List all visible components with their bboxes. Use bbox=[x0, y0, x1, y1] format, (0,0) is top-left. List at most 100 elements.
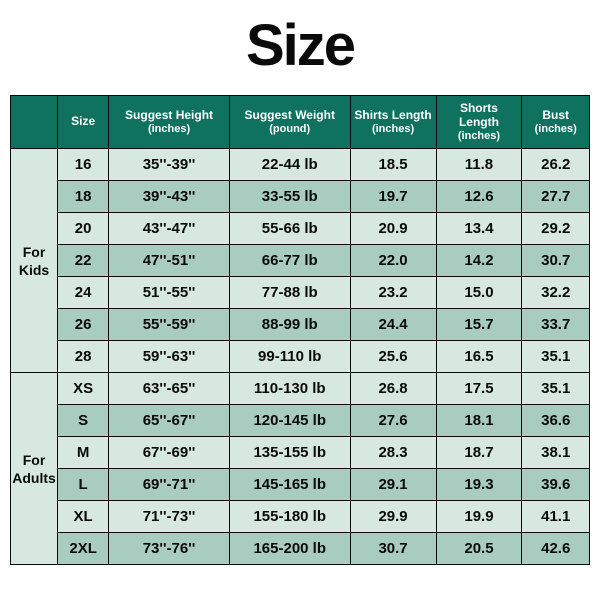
size-table-wrap: Size Suggest Height (inches) Suggest Wei… bbox=[10, 95, 590, 565]
cell-size: L bbox=[58, 469, 109, 501]
cell-weight: 55-66 lb bbox=[229, 213, 350, 245]
cell-bust: 36.6 bbox=[522, 405, 590, 437]
cell-size: M bbox=[58, 437, 109, 469]
cell-shirt: 27.6 bbox=[350, 405, 436, 437]
cell-bust: 29.2 bbox=[522, 213, 590, 245]
col-shorts-label: Shorts Length bbox=[459, 101, 499, 129]
col-size-label: Size bbox=[71, 114, 95, 128]
cell-weight: 99-110 lb bbox=[229, 341, 350, 373]
table-row: 1839''-43''33-55 lb19.712.627.7 bbox=[11, 181, 590, 213]
size-table: Size Suggest Height (inches) Suggest Wei… bbox=[10, 95, 590, 565]
cell-size: S bbox=[58, 405, 109, 437]
cell-height: 69''-71'' bbox=[109, 469, 230, 501]
col-weight-sub: (pound) bbox=[232, 123, 348, 136]
cell-size: XL bbox=[58, 501, 109, 533]
cell-height: 65''-67'' bbox=[109, 405, 230, 437]
cell-shirt: 26.8 bbox=[350, 373, 436, 405]
cell-weight: 120-145 lb bbox=[229, 405, 350, 437]
col-shirt: Shirts Length (inches) bbox=[350, 96, 436, 149]
col-size: Size bbox=[58, 96, 109, 149]
cell-size: 20 bbox=[58, 213, 109, 245]
cell-shorts: 15.0 bbox=[436, 277, 522, 309]
cell-bust: 30.7 bbox=[522, 245, 590, 277]
cell-size: 16 bbox=[58, 149, 109, 181]
cell-shorts: 12.6 bbox=[436, 181, 522, 213]
col-shirt-sub: (inches) bbox=[353, 123, 434, 136]
table-row: 2247''-51''66-77 lb22.014.230.7 bbox=[11, 245, 590, 277]
header-row: Size Suggest Height (inches) Suggest Wei… bbox=[11, 96, 590, 149]
cell-shorts: 20.5 bbox=[436, 533, 522, 565]
cell-bust: 39.6 bbox=[522, 469, 590, 501]
cell-bust: 35.1 bbox=[522, 373, 590, 405]
cell-size: 2XL bbox=[58, 533, 109, 565]
cell-height: 55''-59'' bbox=[109, 309, 230, 341]
col-bust: Bust (inches) bbox=[522, 96, 590, 149]
cell-height: 51''-55'' bbox=[109, 277, 230, 309]
cell-height: 35''-39'' bbox=[109, 149, 230, 181]
cell-height: 59''-63'' bbox=[109, 341, 230, 373]
col-group bbox=[11, 96, 58, 149]
table-row: 2451''-55''77-88 lb23.215.032.2 bbox=[11, 277, 590, 309]
cell-size: 24 bbox=[58, 277, 109, 309]
cell-shorts: 13.4 bbox=[436, 213, 522, 245]
cell-height: 71''-73'' bbox=[109, 501, 230, 533]
table-row: 2XL73''-76''165-200 lb30.720.542.6 bbox=[11, 533, 590, 565]
cell-shirt: 25.6 bbox=[350, 341, 436, 373]
table-row: S65''-67''120-145 lb27.618.136.6 bbox=[11, 405, 590, 437]
cell-shorts: 14.2 bbox=[436, 245, 522, 277]
col-bust-sub: (inches) bbox=[524, 123, 587, 136]
cell-shirt: 20.9 bbox=[350, 213, 436, 245]
cell-height: 39''-43'' bbox=[109, 181, 230, 213]
cell-size: 28 bbox=[58, 341, 109, 373]
col-height: Suggest Height (inches) bbox=[109, 96, 230, 149]
group-cell: For Adults bbox=[11, 373, 58, 565]
table-row: For Kids1635''-39''22-44 lb18.511.826.2 bbox=[11, 149, 590, 181]
group-cell: For Kids bbox=[11, 149, 58, 373]
cell-weight: 22-44 lb bbox=[229, 149, 350, 181]
cell-height: 63''-65'' bbox=[109, 373, 230, 405]
cell-shorts: 16.5 bbox=[436, 341, 522, 373]
cell-shirt: 29.9 bbox=[350, 501, 436, 533]
table-body: For Kids1635''-39''22-44 lb18.511.826.21… bbox=[11, 149, 590, 565]
cell-bust: 35.1 bbox=[522, 341, 590, 373]
cell-height: 73''-76'' bbox=[109, 533, 230, 565]
table-row: For AdultsXS63''-65''110-130 lb26.817.53… bbox=[11, 373, 590, 405]
cell-shirt: 24.4 bbox=[350, 309, 436, 341]
cell-shirt: 19.7 bbox=[350, 181, 436, 213]
col-bust-label: Bust bbox=[542, 108, 569, 122]
cell-shirt: 30.7 bbox=[350, 533, 436, 565]
cell-weight: 145-165 lb bbox=[229, 469, 350, 501]
cell-weight: 165-200 lb bbox=[229, 533, 350, 565]
cell-bust: 42.6 bbox=[522, 533, 590, 565]
table-row: XL71''-73''155-180 lb29.919.941.1 bbox=[11, 501, 590, 533]
col-shirt-label: Shirts Length bbox=[354, 108, 431, 122]
cell-shorts: 18.1 bbox=[436, 405, 522, 437]
cell-weight: 88-99 lb bbox=[229, 309, 350, 341]
cell-size: 26 bbox=[58, 309, 109, 341]
cell-shorts: 17.5 bbox=[436, 373, 522, 405]
cell-size: 22 bbox=[58, 245, 109, 277]
table-row: L69''-71''145-165 lb29.119.339.6 bbox=[11, 469, 590, 501]
cell-bust: 33.7 bbox=[522, 309, 590, 341]
page-title: Size bbox=[246, 12, 354, 79]
col-weight: Suggest Weight (pound) bbox=[229, 96, 350, 149]
cell-weight: 77-88 lb bbox=[229, 277, 350, 309]
table-row: 2859''-63''99-110 lb25.616.535.1 bbox=[11, 341, 590, 373]
cell-height: 47''-51'' bbox=[109, 245, 230, 277]
cell-bust: 26.2 bbox=[522, 149, 590, 181]
cell-weight: 33-55 lb bbox=[229, 181, 350, 213]
col-shorts: Shorts Length (inches) bbox=[436, 96, 522, 149]
table-row: M67''-69''135-155 lb28.318.738.1 bbox=[11, 437, 590, 469]
col-height-sub: (inches) bbox=[111, 123, 227, 136]
cell-bust: 38.1 bbox=[522, 437, 590, 469]
cell-bust: 41.1 bbox=[522, 501, 590, 533]
table-row: 2043''-47''55-66 lb20.913.429.2 bbox=[11, 213, 590, 245]
cell-bust: 32.2 bbox=[522, 277, 590, 309]
cell-height: 67''-69'' bbox=[109, 437, 230, 469]
col-height-label: Suggest Height bbox=[125, 108, 213, 122]
cell-weight: 110-130 lb bbox=[229, 373, 350, 405]
cell-shirt: 29.1 bbox=[350, 469, 436, 501]
cell-bust: 27.7 bbox=[522, 181, 590, 213]
cell-weight: 155-180 lb bbox=[229, 501, 350, 533]
cell-weight: 66-77 lb bbox=[229, 245, 350, 277]
